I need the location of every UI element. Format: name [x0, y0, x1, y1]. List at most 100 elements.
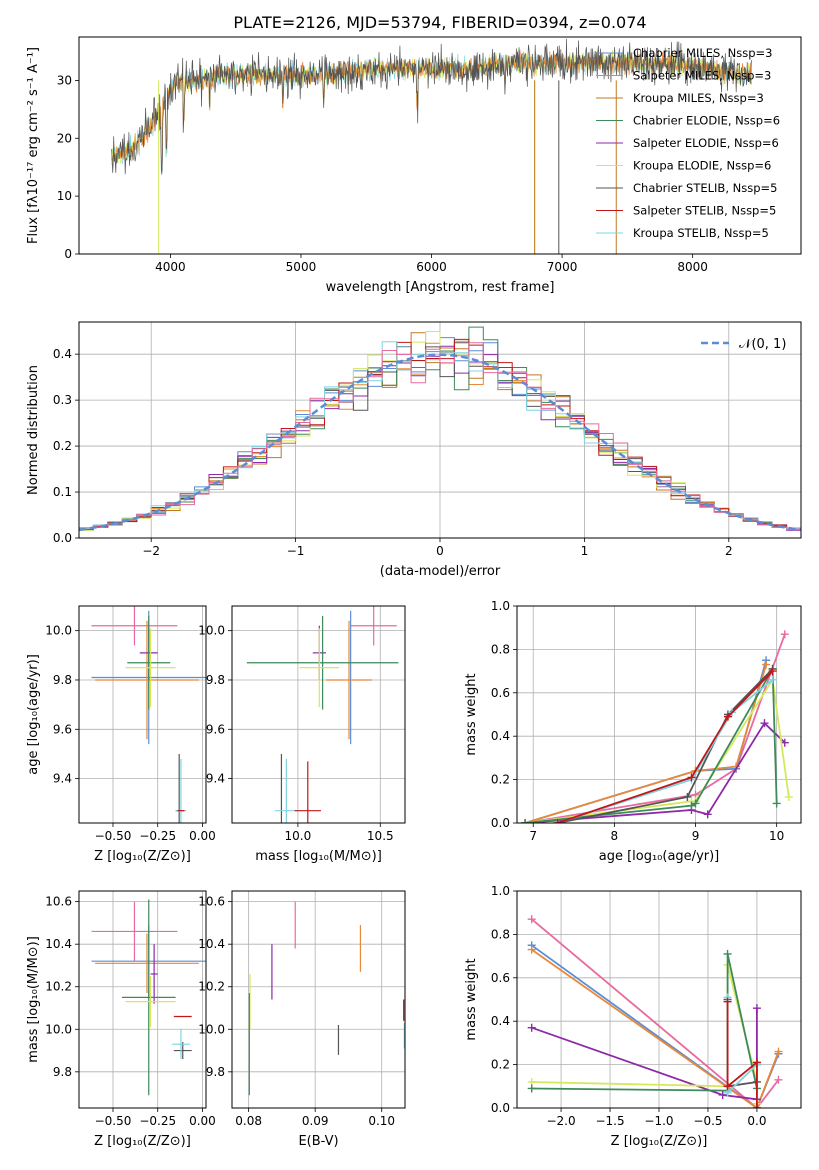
- x-tick-label: −0.50: [95, 1114, 132, 1128]
- series-marker: [553, 819, 562, 823]
- series-marker: [527, 1084, 536, 1093]
- series-line: [525, 721, 786, 823]
- plot-area: [246, 606, 399, 823]
- plot-area: [79, 326, 801, 532]
- chart-spectrum: 4000 5000 6000 7000 8000 0 10 20 30 wavelength [A…: [26, 36, 802, 295]
- axes-frame: [231, 890, 406, 1109]
- y-tick-label: 10.4: [198, 937, 225, 951]
- y-tick-label: 10.0: [45, 1022, 72, 1036]
- x-tick-label: −2.0: [546, 1114, 575, 1128]
- series-line: [524, 633, 786, 823]
- y-tick-label: 10.2: [198, 980, 225, 994]
- x-tick-label: −1.0: [644, 1114, 673, 1128]
- series-marker: [752, 1004, 761, 1013]
- x-axis-label: Z [log₁₀(Z/Z⊙)]: [94, 849, 191, 864]
- y-tick-label: 9.6: [206, 722, 225, 736]
- figure-title: PLATE=2126, MJD=53794, FIBERID=0394, z=0…: [233, 13, 646, 32]
- y-tick-label: 0.3: [53, 393, 72, 407]
- y-tick-label: 9.8: [53, 673, 72, 687]
- y-tick-label: 0.4: [491, 1014, 510, 1028]
- x-axis-label: E(B-V): [298, 1134, 338, 1149]
- x-tick-label: 1: [581, 544, 589, 558]
- y-tick-label: 10.0: [198, 1022, 225, 1036]
- x-tick-label: 0.10: [368, 1114, 395, 1128]
- x-tick-label: 7000: [547, 260, 578, 274]
- x-axis-label: (data-model)/error: [380, 564, 501, 579]
- chart-residuals: −2 −1 0 1 2 0.0 0.1 0.2 0.3 0.4 (data-model)/error…: [26, 321, 802, 579]
- x-axis-label: age [log₁₀(age/yr)]: [599, 849, 720, 864]
- y-tick-label: 0.6: [491, 686, 510, 700]
- series-marker: [691, 799, 700, 808]
- y-axis-label: Flux [fλ10⁻¹⁷ erg cm⁻² s⁻¹ A⁻¹]: [26, 47, 41, 244]
- y-tick-label: 0.0: [491, 816, 510, 830]
- x-tick-label: 0.08: [235, 1114, 262, 1128]
- plot-area: [521, 630, 793, 823]
- legend-label: Salpeter MILES, Nssp=3: [633, 69, 771, 83]
- y-tick-label: 0.4: [53, 347, 72, 361]
- x-axis-label: mass [log₁₀(M/M⊙)]: [255, 849, 382, 864]
- series-marker: [723, 712, 732, 721]
- y-tick-label: 10.6: [45, 895, 72, 909]
- series-marker: [718, 1090, 727, 1099]
- series-marker: [762, 660, 771, 669]
- y-tick-label: 0.2: [491, 1058, 510, 1072]
- x-tick-label: 6000: [416, 260, 447, 274]
- y-tick-label: 9.8: [206, 673, 225, 687]
- axes-frame: [78, 36, 802, 255]
- series-marker: [687, 773, 696, 782]
- x-tick-label: 8: [611, 829, 619, 843]
- chart-age-vs-mass: 10.0 10.5 9.4 9.6 9.8 10.0 mass [log₁₀(M/M⊙)]: [198, 605, 406, 864]
- series-marker: [780, 630, 789, 639]
- series-marker: [752, 1104, 761, 1108]
- y-axis-label: mass weight: [464, 673, 479, 755]
- y-tick-label: 10.2: [45, 980, 72, 994]
- series-line: [557, 679, 774, 823]
- x-tick-label: −2: [142, 544, 160, 558]
- series-line: [726, 1001, 758, 1108]
- series-marker: [784, 792, 793, 801]
- series-marker: [752, 1058, 761, 1067]
- legend-label: Kroupa ELODIE, Nssp=6: [633, 159, 771, 173]
- x-tick-label: 10: [769, 829, 784, 843]
- y-axis-label: age [log₁₀(age/yr)]: [26, 654, 41, 775]
- series-marker: [703, 810, 712, 819]
- normal-curve: [79, 353, 801, 532]
- legend-label: Salpeter ELODIE, Nssp=6: [633, 136, 779, 150]
- y-tick-label: 0.2: [491, 773, 510, 787]
- series-marker: [774, 1047, 783, 1056]
- axes-frame: [231, 605, 406, 824]
- y-tick-label: 0.8: [491, 927, 510, 941]
- series-marker: [768, 675, 777, 684]
- y-tick-label: 0.1: [53, 485, 72, 499]
- spectrum-series-line: [111, 38, 752, 175]
- chart-mass-vs-Z: −0.50 −0.25 0.00 9.8 10.0 10.2 10.4 10.6 Z [log₁…: [26, 890, 216, 1149]
- axes-frame: [78, 605, 207, 824]
- y-tick-label: 0.8: [491, 642, 510, 656]
- plot-area: [527, 915, 783, 1108]
- y-tick-label: 10: [57, 189, 72, 203]
- series-marker: [723, 997, 732, 1006]
- axes-frame: [516, 890, 802, 1109]
- x-tick-label: 7: [529, 829, 537, 843]
- x-tick-label: 9: [692, 829, 700, 843]
- series-line: [531, 1008, 758, 1101]
- chart-weight-vs-Z: −2.0 −1.5 −1.0 −0.5 0.0 0.0 0.2 0.4 0.6 0.8 1.0 Z […: [464, 884, 802, 1149]
- chart-mass-vs-ebv: 0.08 0.09 0.10 9.8 10.0 10.2 10.4 10.6 E(B-V): [198, 890, 406, 1149]
- series-marker: [687, 801, 696, 810]
- y-tick-label: 0.2: [53, 439, 72, 453]
- legend-label: Chabrier ELODIE, Nssp=6: [633, 114, 780, 128]
- series-marker: [772, 799, 781, 808]
- x-tick-label: −0.25: [139, 829, 176, 843]
- series-marker: [527, 915, 536, 924]
- x-tick-label: 10.0: [285, 829, 312, 843]
- y-axis-label: mass weight: [464, 958, 479, 1040]
- series-marker: [723, 1082, 732, 1091]
- y-tick-label: 9.8: [53, 1065, 72, 1079]
- plot-area: [91, 606, 206, 823]
- x-tick-label: 0.09: [302, 1114, 329, 1128]
- y-tick-label: 20: [57, 131, 72, 145]
- x-tick-label: 0: [436, 544, 444, 558]
- x-tick-label: 10.5: [367, 829, 394, 843]
- y-tick-label: 9.4: [206, 772, 225, 786]
- series-marker: [768, 667, 777, 676]
